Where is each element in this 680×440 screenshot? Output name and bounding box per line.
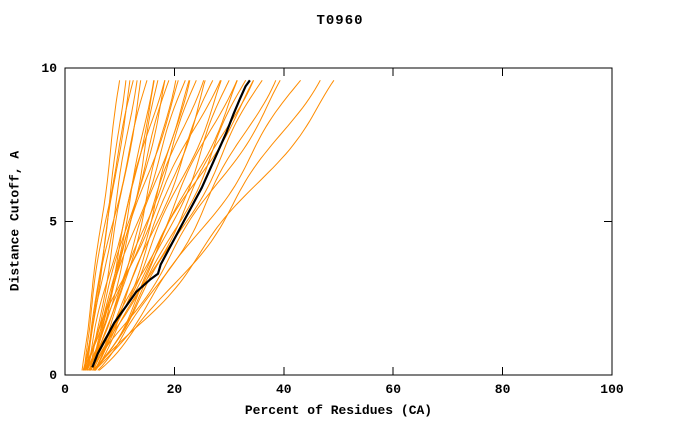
x-tick-label: 20 (167, 382, 183, 397)
x-tick-label: 100 (600, 382, 624, 397)
tick-labels-group: 0 20 40 60 80 100 0 5 10 (41, 61, 624, 397)
reference-curve (91, 79, 251, 368)
model-curve (95, 80, 255, 371)
axes-group (64, 67, 613, 376)
model-curve (86, 80, 197, 371)
y-axis-title: Distance Cutoff, A (7, 150, 23, 292)
model-curve (92, 80, 190, 371)
model-curve (85, 80, 221, 371)
model-curve (85, 80, 170, 371)
y-tick-label: 10 (41, 61, 57, 76)
model-curve (94, 80, 214, 371)
x-tick-label: 40 (276, 382, 292, 397)
model-curve (91, 80, 335, 371)
model-curve (89, 80, 222, 371)
model-curve (81, 80, 121, 371)
model-curve (97, 80, 277, 371)
model-curve (94, 80, 177, 371)
model-curve (88, 80, 205, 371)
x-tick-label: 0 (61, 382, 69, 397)
model-curve (83, 80, 186, 371)
y-tick-label: 0 (49, 368, 57, 383)
chart-title: T0960 (316, 13, 364, 29)
x-axis-title: Percent of Residues (CA) (244, 403, 433, 418)
model-curve (83, 80, 134, 371)
model-curve (84, 80, 148, 371)
model-curve (93, 80, 263, 371)
model-curve (87, 80, 166, 371)
x-tick-label: 80 (495, 382, 511, 397)
model-curve (98, 80, 321, 371)
x-tick-label: 60 (385, 382, 401, 397)
model-curve (94, 79, 301, 371)
model-curve (84, 80, 127, 371)
model-curves-group (81, 79, 335, 371)
y-tick-label: 5 (49, 215, 57, 230)
model-curve (89, 80, 281, 371)
